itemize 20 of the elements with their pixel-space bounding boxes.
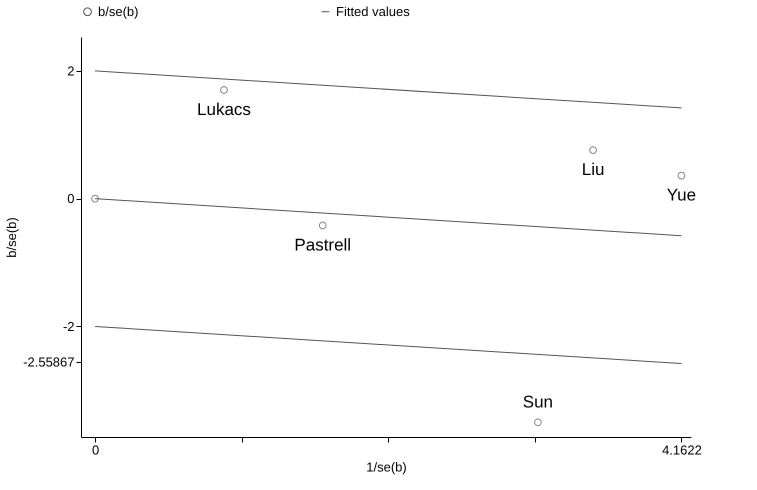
annotation: Sun xyxy=(522,392,553,412)
annotation: Liu xyxy=(582,160,604,180)
point xyxy=(678,172,686,180)
point xyxy=(220,86,228,94)
legend-label: b/se(b) xyxy=(98,4,138,19)
legend-label: Fitted values xyxy=(336,4,410,19)
y-tick-label: 2 xyxy=(67,63,74,78)
point xyxy=(318,222,327,230)
annotation: Pastrell xyxy=(294,236,352,254)
point xyxy=(534,418,542,426)
annotation: Yue xyxy=(666,186,696,205)
y-tick-label: 0 xyxy=(67,191,74,206)
x-tick-label: 4.1622 xyxy=(662,442,702,458)
y-axis-title: b/se(b) xyxy=(4,217,20,258)
point xyxy=(91,194,99,203)
y-tick-label: -2.55867 xyxy=(23,354,74,370)
annotation: Lukacs xyxy=(197,100,251,120)
x-axis-title: 1/se(b) xyxy=(366,460,407,474)
point xyxy=(589,146,597,154)
y-tick-label: -2 xyxy=(62,318,74,334)
